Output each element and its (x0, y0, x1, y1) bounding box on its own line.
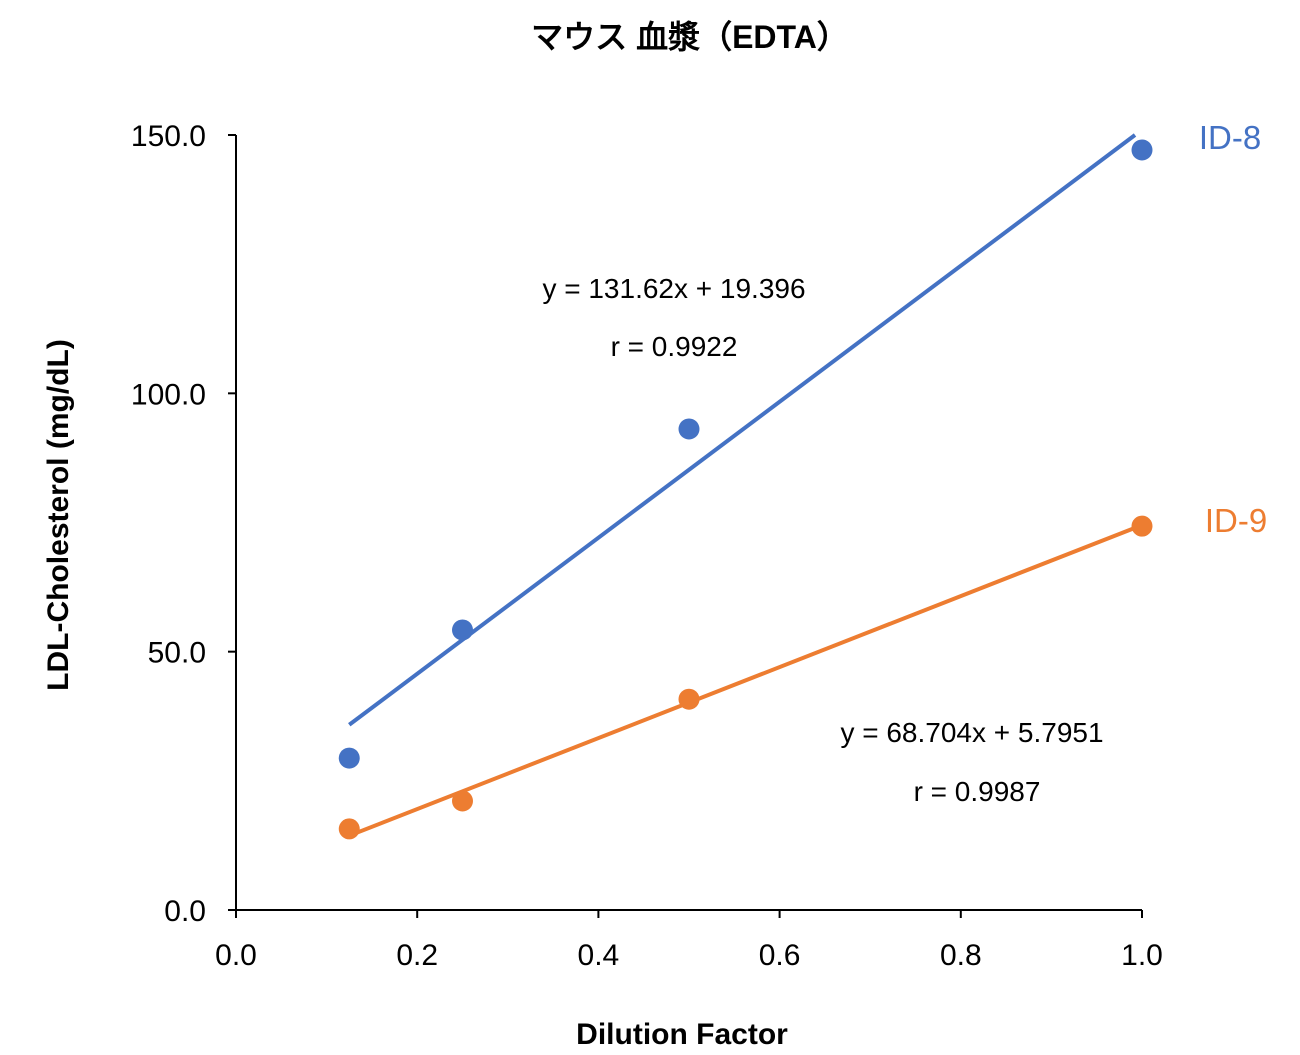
x-tick-label: 0.8 (940, 939, 982, 972)
axes: 0.0 0.2 0.4 0.6 0.8 1.0 0.0 50.0 100.0 150.0 (131, 120, 1163, 972)
x-axis-label: Dilution Factor (576, 1018, 788, 1050)
y-tick-label: 150.0 (131, 120, 206, 153)
x-tick-label: 0.2 (396, 939, 438, 972)
trendline-id-8 (348, 133, 1137, 727)
y-axis-label: LDL-Cholesterol (mg/dL) (42, 339, 75, 691)
correlation-label: r = 0.9922 (611, 331, 738, 362)
data-point-id-9 (1131, 515, 1153, 537)
data-point-id-8 (452, 619, 473, 641)
data-point-id-8 (678, 418, 700, 440)
trendline-equation: y = 131.62x + 19.396 (542, 273, 805, 304)
trendlines (348, 133, 1143, 838)
data-point-id-9 (338, 818, 360, 840)
trendline-id-9 (348, 523, 1143, 838)
y-tick-label: 50.0 (148, 637, 206, 670)
y-tick-label: 0.0 (164, 895, 206, 928)
series-label: ID-8 (1199, 119, 1261, 156)
annotations: y = 131.62x + 19.396 r = 0.9922 ID-8 y = 68… (542, 119, 1267, 807)
data-point-id-9 (678, 688, 700, 710)
x-tick-label: 1.0 (1121, 939, 1163, 972)
y-tick-label: 100.0 (131, 378, 206, 411)
data-points (338, 139, 1153, 840)
correlation-label: r = 0.9987 (914, 776, 1041, 807)
data-point-id-9 (452, 790, 473, 812)
data-point-id-8 (338, 747, 360, 769)
x-tick-label: 0.4 (578, 939, 620, 972)
x-tick-label: 0.6 (759, 939, 801, 972)
trendline-equation: y = 68.704x + 5.7951 (840, 717, 1103, 748)
x-tick-label: 0.0 (215, 939, 257, 972)
data-point-id-8 (1131, 139, 1153, 161)
series-label: ID-9 (1205, 502, 1267, 539)
chart-title: マウス 血漿（EDTA） (531, 19, 849, 55)
